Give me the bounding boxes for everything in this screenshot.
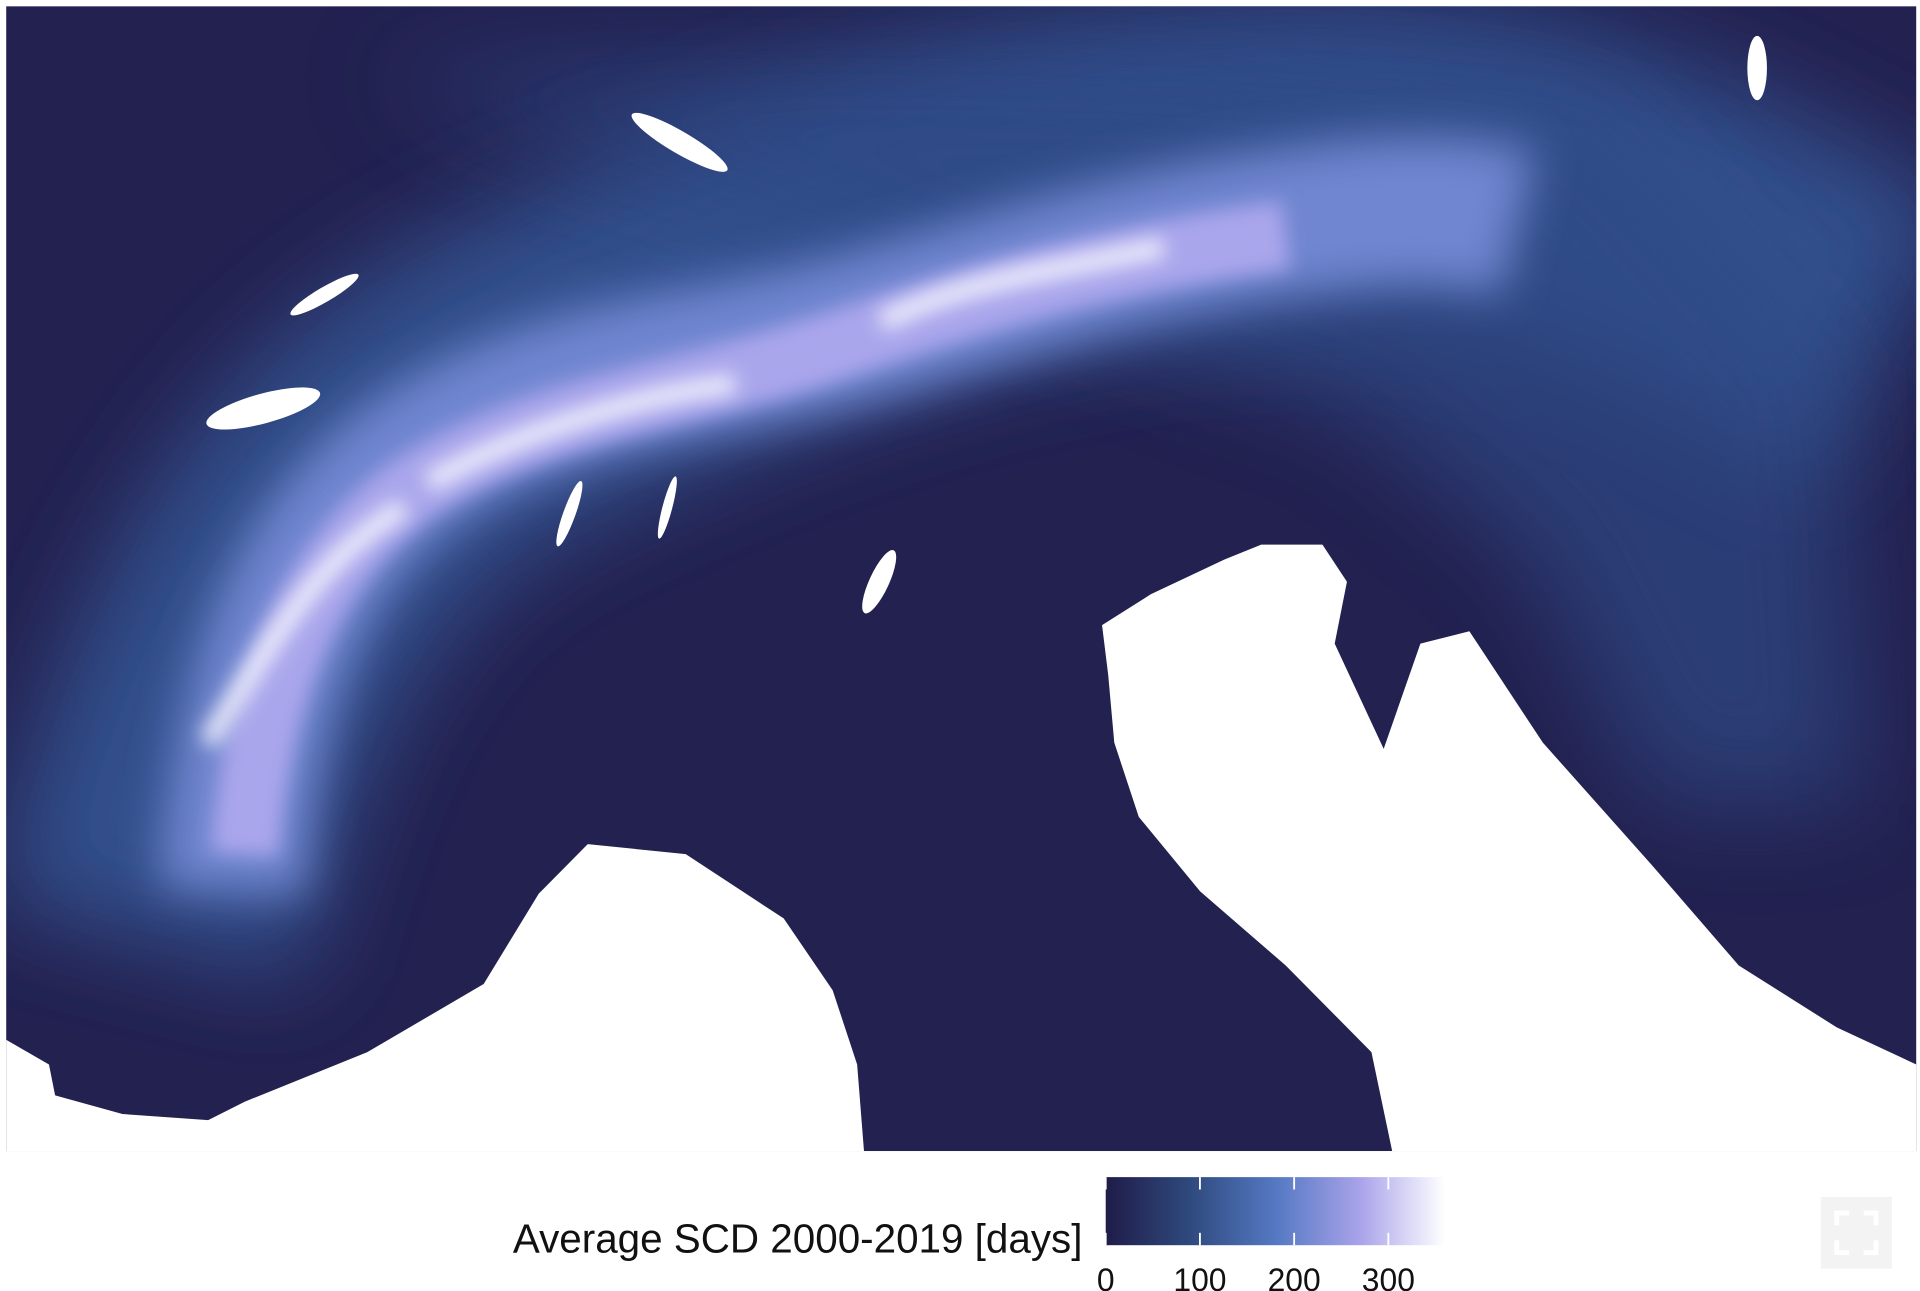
ligurian-sea — [6, 844, 864, 1152]
fullscreen-icon[interactable] — [1834, 1210, 1879, 1256]
legend-title: Average SCD 2000-2019 [days] — [513, 1215, 1083, 1261]
lake — [862, 550, 897, 614]
fullscreen-button[interactable] — [1820, 1196, 1892, 1269]
colorbar: 0 100 200 300 — [1097, 1177, 1445, 1291]
lake — [556, 481, 583, 547]
colorbar-tick-label: 300 — [1362, 1262, 1415, 1291]
colorbar-tick-label: 200 — [1268, 1262, 1321, 1291]
colorbar-tick-label: 100 — [1173, 1262, 1226, 1291]
lake — [657, 476, 677, 539]
map-raster — [6, 6, 1917, 1152]
adriatic-sea — [1102, 544, 1917, 1152]
lake — [206, 387, 321, 430]
colorbar-tick-label: 0 — [1097, 1262, 1115, 1291]
lake — [290, 273, 359, 316]
lake — [631, 112, 728, 172]
colorbar-bar — [1105, 1177, 1445, 1246]
alps-peaks — [199, 237, 1166, 748]
lake — [1747, 35, 1767, 101]
fullscreen-bg[interactable] — [1820, 1196, 1892, 1269]
